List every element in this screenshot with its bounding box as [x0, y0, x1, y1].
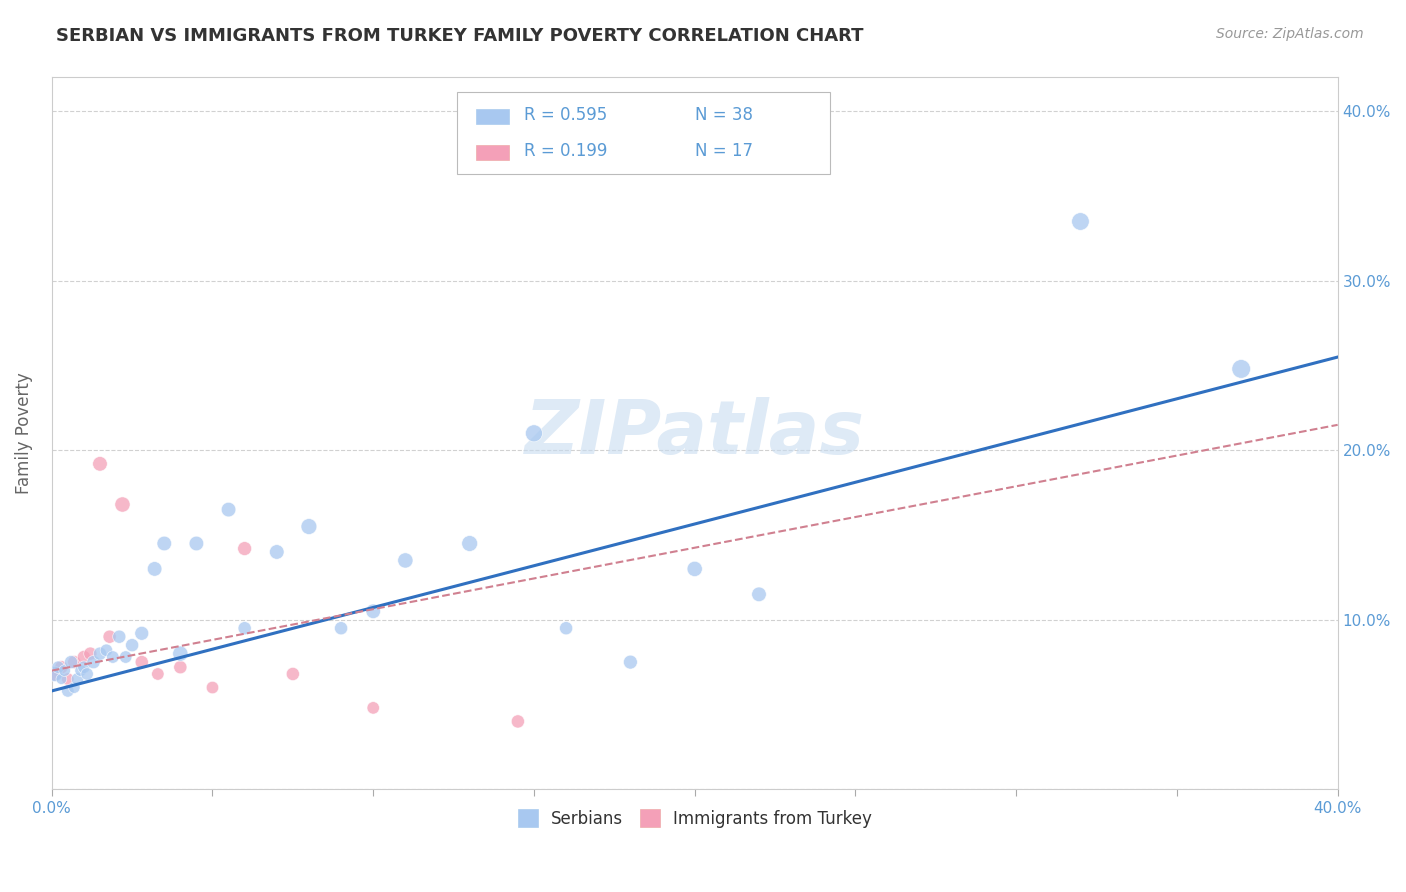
Point [683, 562, 706, 576]
Point [66, 672, 89, 686]
Point [89, 457, 111, 471]
Point [60, 655, 83, 669]
FancyBboxPatch shape [457, 92, 830, 174]
Bar [477, 145, 509, 160]
Point [53, 664, 76, 678]
Point [121, 638, 143, 652]
Point [201, 681, 224, 695]
Text: N = 38: N = 38 [696, 105, 754, 124]
Point [1069, 214, 1091, 228]
Point [233, 621, 256, 635]
Point [56, 672, 79, 686]
Legend: Serbians, Immigrants from Turkey: Serbians, Immigrants from Turkey [510, 803, 879, 834]
Point [51, 660, 73, 674]
Point [169, 647, 191, 661]
Point [281, 667, 304, 681]
Point [69, 664, 91, 678]
Point [1230, 362, 1253, 376]
Point [51, 672, 73, 686]
Point [330, 621, 353, 635]
Point [98, 630, 121, 644]
Point [523, 426, 546, 441]
Point [96, 643, 118, 657]
Point [361, 604, 384, 618]
Point [394, 553, 416, 567]
Point [44, 667, 66, 681]
Point [218, 502, 240, 516]
Point [73, 650, 96, 665]
Text: R = 0.199: R = 0.199 [524, 142, 607, 160]
Point [76, 667, 98, 681]
Point [361, 701, 384, 715]
Point [143, 562, 166, 576]
Point [83, 655, 105, 669]
Point [186, 536, 208, 550]
Point [506, 714, 529, 729]
Text: R = 0.595: R = 0.595 [524, 105, 607, 124]
Point [44, 667, 66, 681]
Point [458, 536, 481, 550]
Point [63, 655, 86, 669]
Point [131, 626, 153, 640]
Point [101, 650, 124, 665]
Point [131, 655, 153, 669]
Point [146, 667, 169, 681]
Point [73, 660, 96, 674]
Point [56, 684, 79, 698]
Point [63, 681, 86, 695]
Text: N = 17: N = 17 [696, 142, 754, 160]
Point [555, 621, 578, 635]
Y-axis label: Family Poverty: Family Poverty [15, 373, 32, 494]
Point [233, 541, 256, 556]
Text: ZIPatlas: ZIPatlas [524, 397, 865, 470]
Point [153, 536, 176, 550]
Point [114, 650, 136, 665]
Point [46, 660, 69, 674]
Bar [477, 109, 509, 124]
Point [169, 660, 191, 674]
Point [89, 647, 111, 661]
Point [111, 498, 134, 512]
Point [108, 630, 131, 644]
Point [79, 647, 101, 661]
Point [748, 587, 770, 601]
Text: Source: ZipAtlas.com: Source: ZipAtlas.com [1216, 27, 1364, 41]
Point [619, 655, 641, 669]
Point [266, 545, 288, 559]
Text: SERBIAN VS IMMIGRANTS FROM TURKEY FAMILY POVERTY CORRELATION CHART: SERBIAN VS IMMIGRANTS FROM TURKEY FAMILY… [56, 27, 863, 45]
Point [298, 519, 321, 533]
